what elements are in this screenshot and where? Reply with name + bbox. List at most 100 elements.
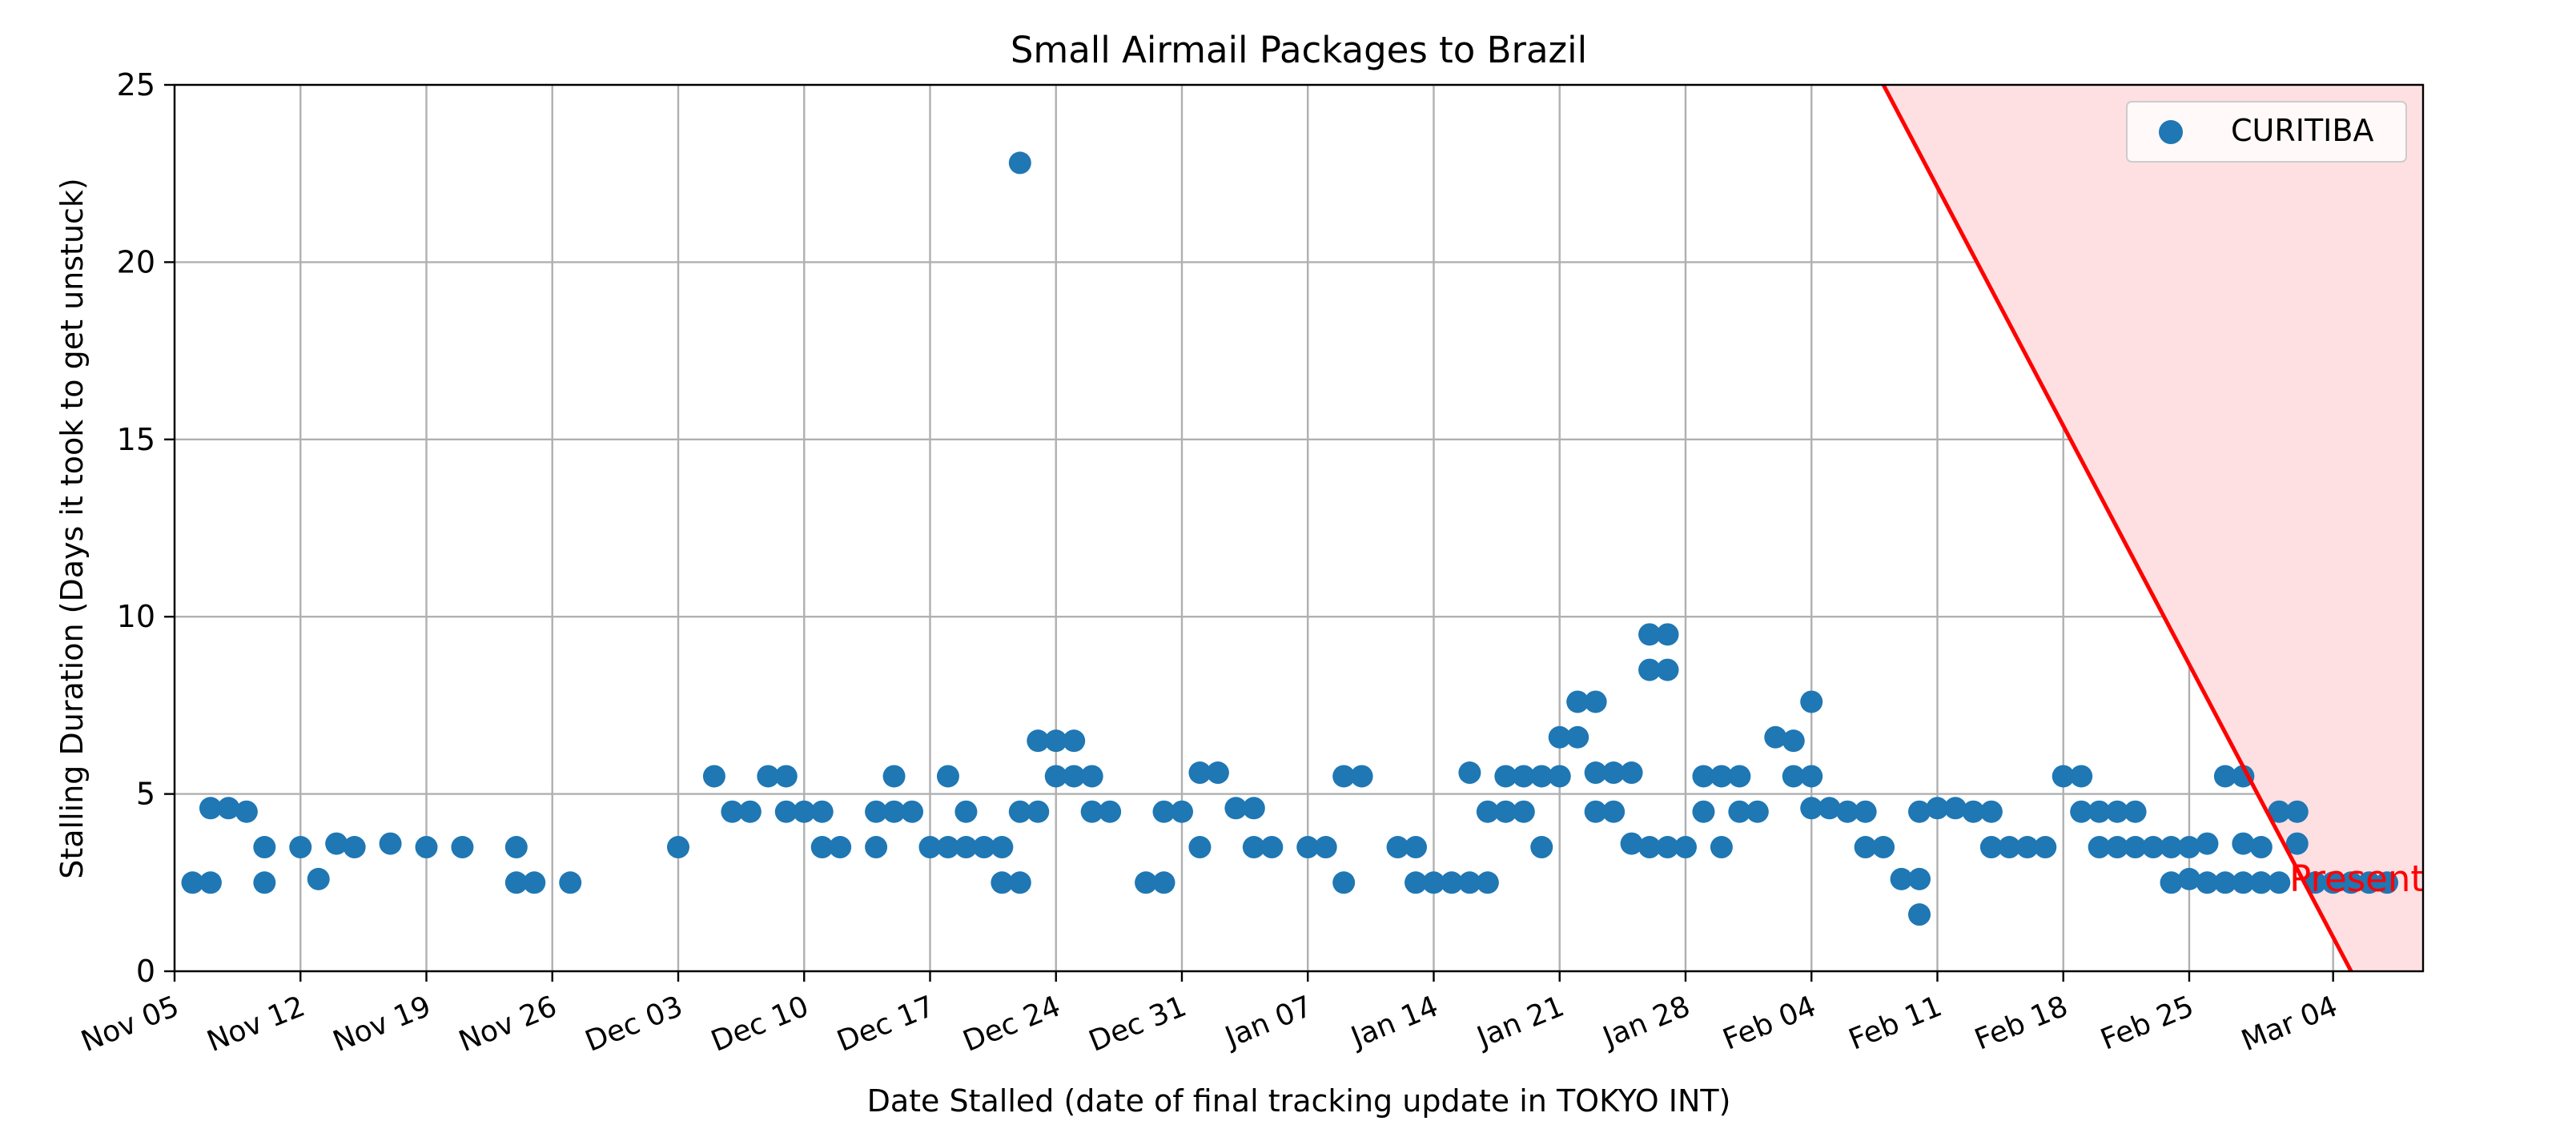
data-point — [1854, 836, 1877, 859]
present-shade — [1883, 85, 2423, 971]
data-point — [954, 836, 978, 859]
data-point — [936, 765, 959, 788]
present-shaded-region — [1883, 85, 2423, 971]
data-point — [1188, 761, 1212, 785]
legend-marker — [2159, 120, 2183, 144]
data-point — [1854, 800, 1877, 823]
x-tick-label: Nov 19 — [328, 990, 436, 1059]
data-point — [1656, 658, 1679, 681]
data-point — [1170, 800, 1193, 823]
data-point — [882, 765, 906, 788]
y-tick-label: 0 — [136, 954, 155, 989]
data-point — [2249, 871, 2273, 894]
data-point — [865, 800, 888, 823]
x-tick-label: Mar 04 — [2237, 990, 2342, 1058]
data-point — [1584, 761, 1607, 785]
x-tick-label: Feb 18 — [1971, 990, 2073, 1056]
data-point — [1638, 658, 1662, 681]
data-point — [2321, 871, 2345, 894]
data-point — [1943, 797, 1967, 820]
data-point — [1566, 690, 1589, 713]
data-point — [343, 836, 366, 859]
y-tick-label: 5 — [136, 777, 155, 812]
x-tick-label: Jan 21 — [1471, 990, 1569, 1055]
data-point — [2106, 836, 2129, 859]
present-line-stroke — [1881, 83, 2353, 973]
data-point — [1692, 765, 1715, 788]
data-point — [901, 800, 924, 823]
x-tick-label: Feb 11 — [1844, 990, 1947, 1056]
data-point — [2124, 800, 2147, 823]
data-point — [793, 800, 816, 823]
data-point — [774, 765, 798, 788]
data-point — [1350, 765, 1373, 788]
data-point — [1566, 725, 1589, 749]
data-point — [1728, 800, 1751, 823]
data-point — [451, 836, 474, 859]
legend-box — [2126, 101, 2407, 163]
data-point — [1710, 836, 1733, 859]
data-point — [1296, 836, 1320, 859]
data-point — [1206, 761, 1229, 785]
data-point — [1638, 623, 1662, 646]
data-point — [2160, 836, 2183, 859]
data-point — [1008, 871, 1031, 894]
data-point — [2213, 765, 2236, 788]
data-point — [1458, 871, 1481, 894]
data-point — [2196, 832, 2219, 855]
data-point — [1908, 903, 1931, 926]
x-tick-label: Dec 03 — [581, 990, 687, 1059]
data-point — [972, 836, 995, 859]
data-point — [1800, 765, 1823, 788]
x-axis-label: Date Stalled (date of final tracking upd… — [867, 1083, 1731, 1119]
data-point — [1764, 725, 1787, 749]
data-point — [810, 836, 834, 859]
data-point — [2070, 765, 2093, 788]
x-tick-label: Dec 24 — [958, 990, 1065, 1059]
data-point — [2015, 836, 2039, 859]
data-point — [2070, 800, 2093, 823]
data-point — [1620, 832, 1643, 855]
data-point — [991, 836, 1014, 859]
data-point — [1080, 800, 1103, 823]
data-point — [2052, 765, 2075, 788]
data-point — [1656, 623, 1679, 646]
data-point — [2357, 871, 2381, 894]
data-point — [1584, 690, 1607, 713]
data-point — [1512, 800, 1535, 823]
data-point — [666, 836, 689, 859]
data-point — [1063, 729, 1086, 753]
data-point — [2196, 871, 2219, 894]
present-line: Present — [1881, 83, 2425, 973]
data-point — [1224, 797, 1248, 820]
data-point — [307, 867, 330, 890]
data-point — [1152, 871, 1175, 894]
data-point — [504, 871, 528, 894]
data-point — [1027, 800, 1050, 823]
data-point — [1800, 690, 1823, 713]
data-point — [954, 800, 978, 823]
x-tick-label: Nov 26 — [455, 990, 562, 1059]
data-point — [1998, 836, 2021, 859]
data-point — [991, 871, 1014, 894]
data-point — [1782, 729, 1805, 753]
data-point — [1979, 836, 2003, 859]
x-tick-label: Dec 31 — [1084, 990, 1191, 1059]
y-tick-label: 15 — [117, 422, 155, 457]
y-tick-label: 25 — [117, 67, 155, 102]
data-point — [2232, 765, 2255, 788]
data-point — [2088, 800, 2111, 823]
present-label: Present — [2289, 858, 2425, 900]
legend-label: CURITIBA — [2231, 113, 2373, 148]
data-point — [936, 836, 959, 859]
data-point — [1926, 797, 1949, 820]
data-point — [2213, 871, 2236, 894]
data-point — [1332, 765, 1356, 788]
data-point — [774, 800, 798, 823]
x-tick-label: Dec 17 — [833, 990, 939, 1059]
y-axis-ticks: 0 5 10 15 20 25 — [117, 67, 175, 989]
data-point — [2106, 800, 2129, 823]
data-point — [1548, 765, 1571, 788]
data-point — [1458, 761, 1481, 785]
